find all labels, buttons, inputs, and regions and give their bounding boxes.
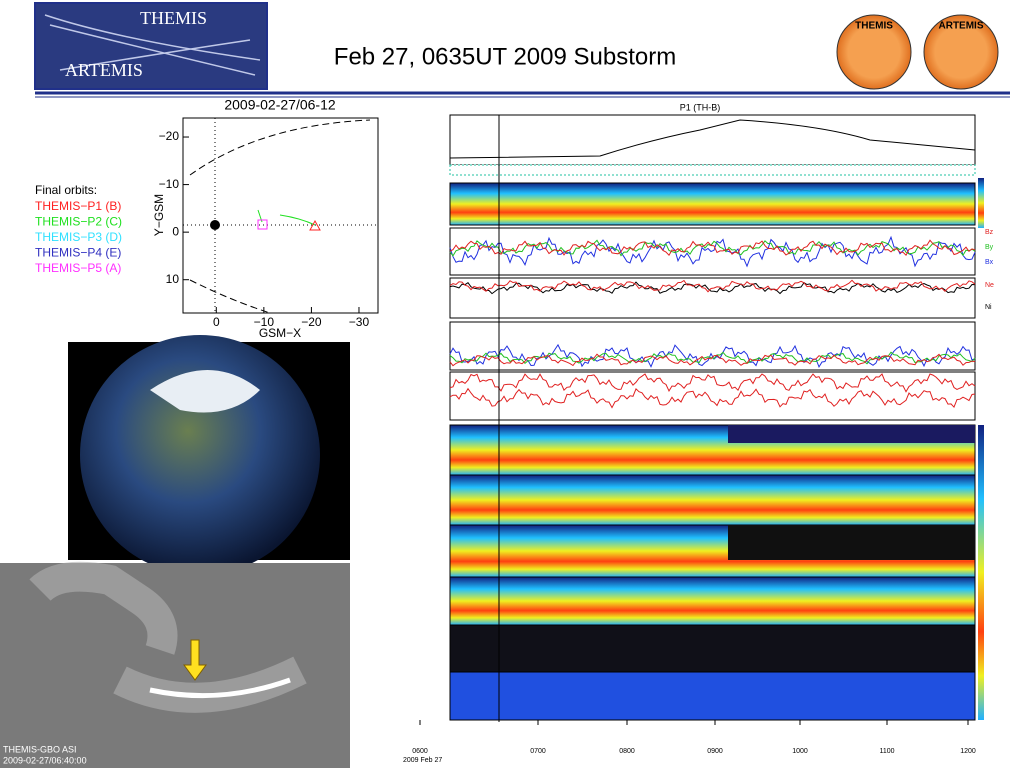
legend-entry: THEMIS−P3 (D) — [35, 230, 122, 244]
x-tick-label: 0 — [213, 315, 220, 329]
asi-label: THEMIS-GBO ASI — [3, 744, 77, 754]
y-tick-label: −20 — [159, 129, 180, 143]
panel — [449, 321, 976, 371]
spectrogram — [449, 671, 976, 721]
legend-entry: THEMIS−P2 (C) — [35, 215, 122, 229]
summary-title: P1 (TH-B) — [680, 102, 721, 112]
probe — [309, 219, 321, 231]
x-tick-label: −30 — [349, 315, 370, 329]
trace — [449, 239, 976, 257]
trace — [449, 235, 976, 268]
time-label: 0800 — [619, 748, 635, 755]
trace — [449, 279, 976, 293]
legend-entry: THEMIS−P4 (E) — [35, 246, 121, 260]
colorbar — [978, 178, 984, 228]
panel-label: Ne — [985, 282, 994, 289]
time-label: 1100 — [879, 748, 894, 755]
spectrogram — [449, 474, 976, 526]
time-label: 0600 — [412, 748, 428, 755]
time-label: 1200 — [960, 748, 976, 755]
magnetopause — [189, 119, 371, 176]
legend-entry: THEMIS−P5 (A) — [35, 261, 121, 275]
globe — [80, 335, 320, 575]
probe — [257, 219, 268, 230]
logo-box — [34, 2, 268, 90]
panel — [449, 114, 976, 166]
date-label: 2009 Feb 27 — [403, 757, 442, 764]
trace — [449, 373, 976, 393]
panel — [449, 371, 976, 421]
panel-label: Bz — [985, 229, 994, 236]
colorbar — [978, 425, 984, 720]
panel — [449, 277, 976, 319]
y-axis-label: Y−GSM — [152, 194, 166, 236]
orbit-frame — [182, 117, 379, 314]
summary-panels: Bz By Bx Ne Ni 0600 0700 0800 0900 1000 1100 1200 20… — [403, 114, 994, 764]
panel-label: Bx — [985, 259, 994, 266]
logo-bottom: ARTEMIS — [65, 60, 143, 80]
spectrogram-top — [728, 425, 975, 443]
spectrogram — [449, 576, 976, 626]
spectrogram-top — [728, 525, 975, 560]
trace — [449, 387, 976, 409]
trace — [449, 119, 976, 159]
panel — [449, 227, 976, 276]
y-tick-label: −10 — [159, 177, 180, 191]
trace — [449, 353, 976, 367]
badge — [836, 14, 912, 90]
slide-title: Feb 27, 0635UT 2009 Substorm — [334, 43, 676, 70]
orbit-title: 2009-02-27/06-12 — [224, 97, 336, 113]
y-tick-label: 10 — [166, 272, 180, 286]
trace — [449, 239, 976, 257]
x-tick-label: −10 — [254, 315, 275, 329]
panel-label: By — [985, 244, 994, 251]
time-label: 0900 — [707, 748, 723, 755]
spectrogram — [449, 624, 976, 673]
badge-label: ARTEMIS — [939, 21, 984, 32]
asi-time: 2009-02-27/06:40:00 — [3, 755, 87, 765]
legend-entry: THEMIS−P1 (B) — [35, 199, 121, 213]
trace — [449, 281, 976, 295]
logo-art — [44, 14, 261, 76]
aurora — [149, 677, 291, 699]
region-bar — [449, 164, 976, 176]
magnetopause — [189, 279, 271, 314]
x-tick-label: −20 — [301, 315, 322, 329]
arrow — [183, 639, 207, 681]
panel-label: Ni — [985, 304, 992, 311]
badge-label: THEMIS — [855, 21, 893, 32]
spectrogram — [449, 182, 976, 226]
time-label: 1000 — [792, 748, 808, 755]
x-axis-label: GSM−X — [259, 326, 301, 340]
trace — [449, 343, 976, 369]
earth — [210, 220, 220, 230]
y-tick-label: 0 — [172, 224, 179, 238]
logo-top: THEMIS — [140, 8, 207, 28]
legend-title: Final orbits: — [35, 183, 97, 197]
badge — [923, 14, 999, 90]
ice — [150, 370, 260, 413]
time-label: 0700 — [530, 748, 546, 755]
